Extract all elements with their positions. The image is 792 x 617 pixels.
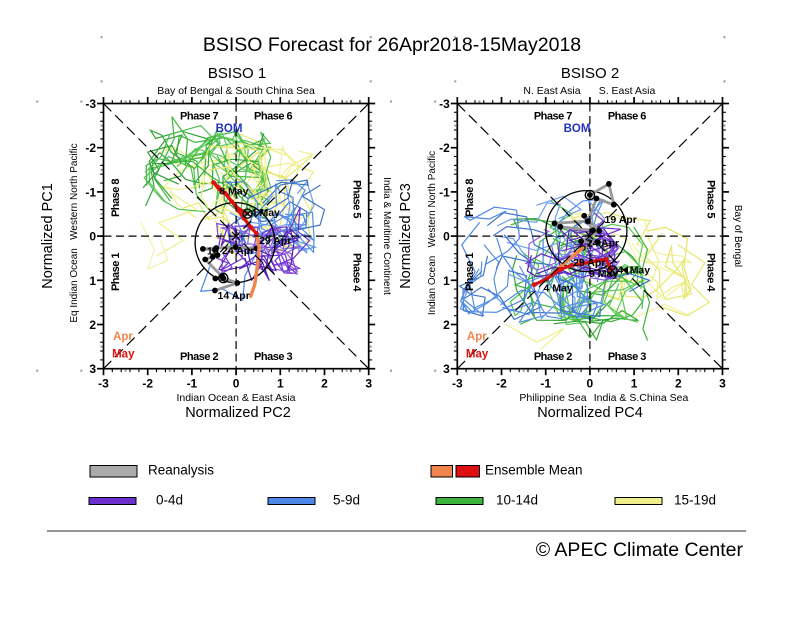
svg-text:14 Apr: 14 Apr: [218, 290, 250, 302]
svg-text:19 Apr: 19 Apr: [605, 214, 637, 226]
svg-text:Phase 5: Phase 5: [705, 180, 717, 218]
svg-text:Phase 6: Phase 6: [254, 111, 292, 123]
svg-text:May: May: [630, 265, 651, 277]
svg-text:Normalized PC1: Normalized PC1: [40, 183, 56, 289]
svg-text:0-4d: 0-4d: [156, 493, 183, 508]
svg-text:Phase 7: Phase 7: [534, 111, 572, 123]
svg-text:3: 3: [89, 362, 96, 376]
svg-text:BSISO 2: BSISO 2: [561, 65, 619, 82]
svg-text:Phase 1: Phase 1: [110, 253, 122, 291]
svg-text:-3: -3: [439, 97, 450, 111]
svg-text:15-19d: 15-19d: [674, 493, 716, 508]
svg-text:2: 2: [321, 377, 328, 391]
svg-text:Phase 2: Phase 2: [534, 351, 572, 363]
svg-text:0: 0: [587, 377, 594, 391]
svg-text:9 May: 9 May: [589, 268, 618, 280]
svg-text:8 May: 8 May: [219, 186, 248, 198]
svg-text:Phase 3: Phase 3: [254, 351, 292, 363]
svg-text:1: 1: [443, 274, 450, 288]
svg-text:India & Maritime Continent: India & Maritime Continent: [381, 177, 392, 295]
svg-text:Phase 4: Phase 4: [705, 253, 717, 292]
svg-text:-1: -1: [540, 377, 551, 391]
svg-text:-3: -3: [452, 377, 463, 391]
svg-text:BOM: BOM: [216, 123, 243, 135]
svg-text:Phase 1: Phase 1: [464, 253, 476, 291]
svg-text:10-14d: 10-14d: [496, 493, 538, 508]
svg-text:4 May: 4 May: [251, 207, 280, 219]
svg-text:1: 1: [89, 274, 96, 288]
svg-text:Bay of Bengal & South China Se: Bay of Bengal & South China Sea: [157, 85, 315, 97]
svg-text:-2: -2: [142, 377, 153, 391]
svg-text:-2: -2: [85, 141, 96, 155]
svg-text:Phase 4: Phase 4: [351, 253, 363, 292]
svg-text:-1: -1: [85, 185, 96, 199]
svg-text:Reanalysis: Reanalysis: [148, 463, 214, 478]
svg-text:© APEC Climate Center: © APEC Climate Center: [536, 539, 744, 561]
svg-text:S. East Asia: S. East Asia: [599, 85, 656, 97]
svg-text:Apr: Apr: [113, 331, 133, 343]
svg-text:Normalized PC2: Normalized PC2: [185, 405, 291, 421]
svg-text:-2: -2: [496, 377, 507, 391]
svg-text:29 Apr: 29 Apr: [259, 235, 291, 247]
svg-text:0: 0: [443, 230, 450, 244]
svg-text:3: 3: [365, 377, 372, 391]
svg-text:-1: -1: [439, 185, 450, 199]
svg-text:2: 2: [675, 377, 682, 391]
svg-text:May: May: [466, 349, 489, 361]
svg-text:4 May: 4 May: [544, 282, 573, 294]
svg-text:Phase 6: Phase 6: [608, 111, 646, 123]
svg-text:2: 2: [443, 318, 450, 332]
svg-text:Apr: Apr: [467, 331, 487, 343]
svg-text:Phase 3: Phase 3: [608, 351, 646, 363]
svg-text:Phase 8: Phase 8: [110, 179, 122, 217]
svg-text:0: 0: [233, 377, 240, 391]
svg-text:1: 1: [631, 377, 638, 391]
svg-text:Phase 2: Phase 2: [180, 351, 218, 363]
svg-text:3: 3: [443, 362, 450, 376]
svg-text:N. East Asia: N. East Asia: [523, 85, 580, 97]
svg-text:Indian Ocean & East Asia: Indian Ocean & East Asia: [176, 392, 295, 404]
svg-text:BOM: BOM: [564, 123, 591, 135]
svg-text:19: 19: [207, 246, 219, 258]
svg-text:India & S.China Sea: India & S.China Sea: [594, 392, 689, 404]
svg-text:Bay of Bengal: Bay of Bengal: [732, 205, 743, 267]
svg-text:Phase 7: Phase 7: [180, 111, 218, 123]
svg-text:-1: -1: [187, 377, 198, 391]
svg-text:Philippine Sea: Philippine Sea: [519, 392, 586, 404]
svg-text:Normalized PC3: Normalized PC3: [398, 183, 414, 289]
svg-text:2: 2: [89, 318, 96, 332]
svg-text:24 Apr: 24 Apr: [222, 245, 254, 257]
svg-text:Eq Indian Ocean Western Nort: Eq Indian Ocean Western North Pacific: [69, 143, 80, 322]
svg-text:BSISO Forecast for 26Apr2018-1: BSISO Forecast for 26Apr2018-15May2018: [203, 34, 581, 56]
svg-text:-2: -2: [439, 141, 450, 155]
svg-text:Ensemble Mean: Ensemble Mean: [485, 463, 583, 478]
svg-text:3: 3: [719, 377, 726, 391]
svg-text:Normalized PC4: Normalized PC4: [537, 405, 643, 421]
svg-text:1: 1: [277, 377, 284, 391]
svg-text:Phase 5: Phase 5: [351, 180, 363, 218]
svg-text:Indian Ocean Western North P: Indian Ocean Western North Pacific: [427, 151, 438, 315]
svg-text:24 Apr: 24 Apr: [587, 237, 619, 249]
svg-text:29 Apr: 29 Apr: [573, 257, 605, 269]
svg-text:-3: -3: [85, 97, 96, 111]
svg-text:Phase 8: Phase 8: [464, 179, 476, 217]
svg-text:5-9d: 5-9d: [333, 493, 360, 508]
svg-text:-3: -3: [98, 377, 109, 391]
svg-text:BSISO 1: BSISO 1: [208, 65, 266, 82]
svg-text:4: 4: [617, 265, 623, 277]
svg-text:May: May: [112, 349, 135, 361]
svg-text:0: 0: [89, 230, 96, 244]
